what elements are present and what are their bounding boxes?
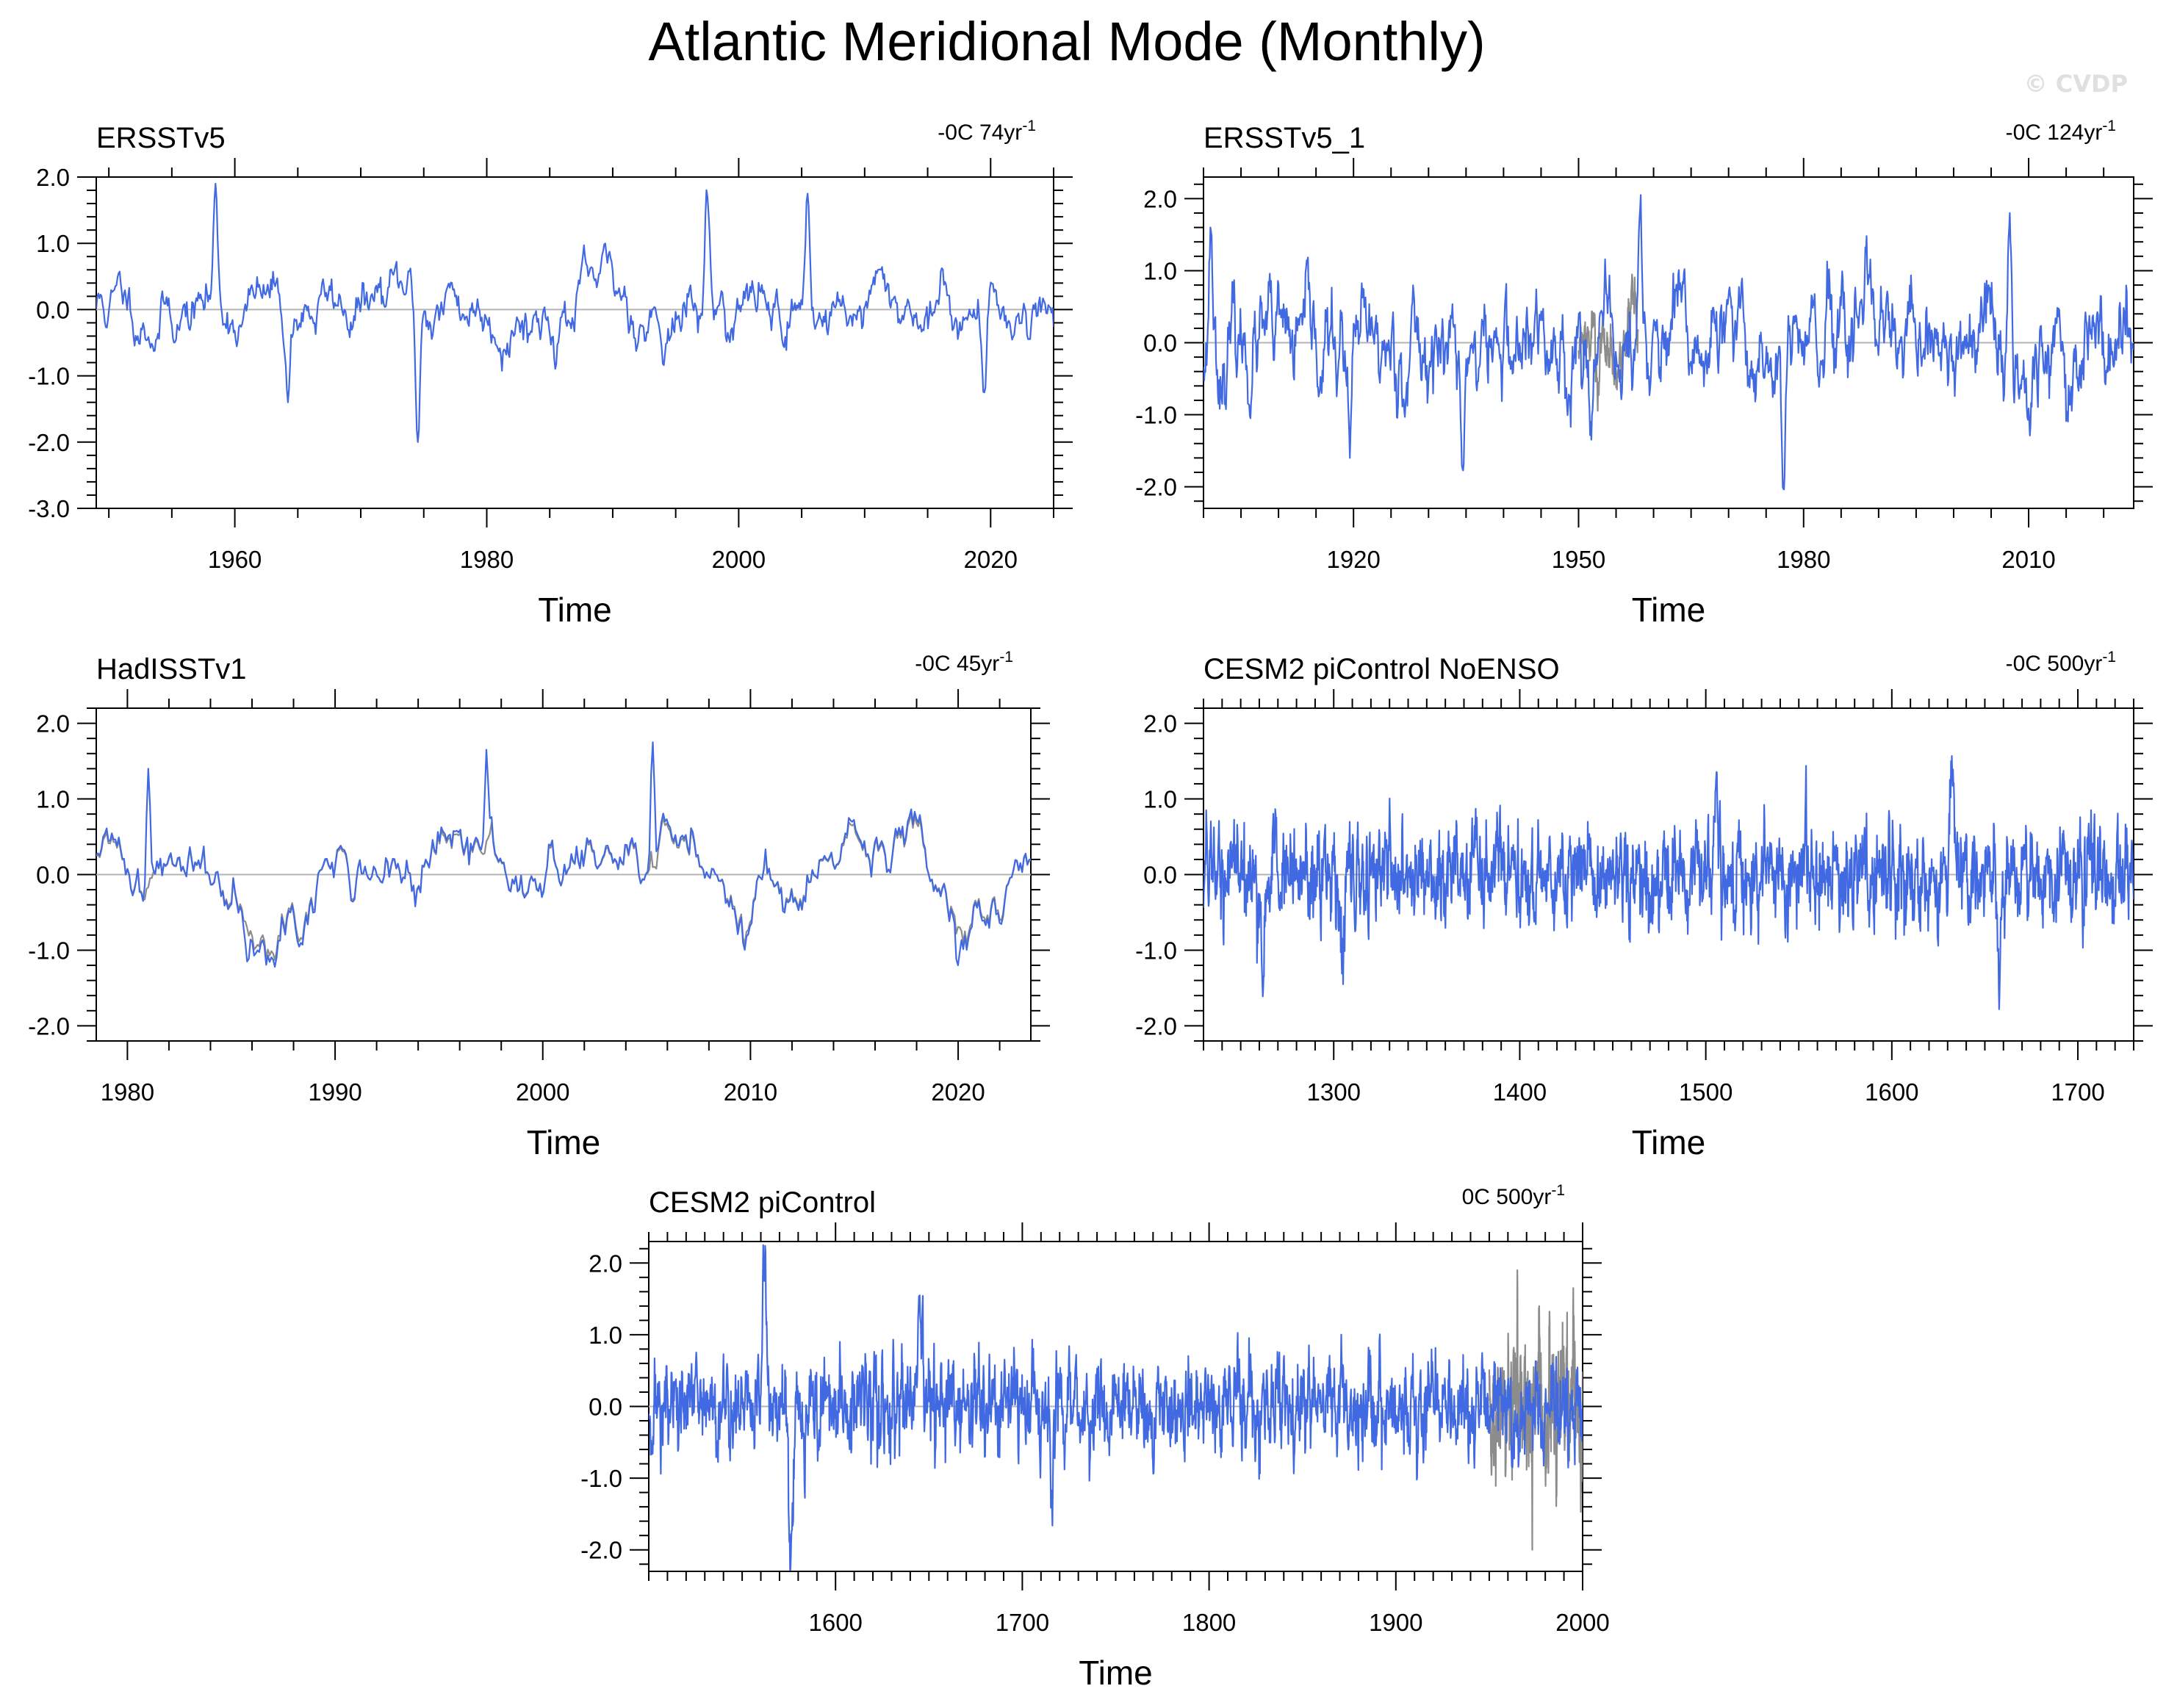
x-tick-label: 1980: [1777, 546, 1830, 573]
y-tick-label: 2.0: [36, 164, 70, 191]
panel-3: -2.0 -1.0 0.0 1.0 2.0 1980 1990 2000 2010 2020 Had…: [28, 649, 1050, 1161]
trend-label: -0C 500yr-1: [2006, 649, 2116, 676]
trend-label: 0C 500yr-1: [1462, 1182, 1565, 1209]
y-tick-label: 2.0: [589, 1250, 622, 1277]
x-tick-label: 1920: [1326, 546, 1380, 573]
x-tick-label: 2010: [2001, 546, 2055, 573]
panel-2: -2.0 -1.0 0.0 1.0 2.0 1920 1950 1980 2010 ERSSTv5…: [1135, 118, 2153, 629]
series-line-cesm2-picontrol: [649, 1244, 1583, 1571]
panel-5: -2.0 -1.0 0.0 1.0 2.0 1600 1700 1800 1900 2000 CES…: [580, 1182, 1610, 1692]
x-tick-label: 2000: [516, 1078, 569, 1106]
x-tick-label: 1800: [1182, 1609, 1236, 1636]
y-tick-label: 1.0: [36, 230, 70, 257]
trend-label: -0C 124yr-1: [2006, 118, 2116, 145]
y-tick-label: 0.0: [36, 862, 70, 889]
x-tick-label: 1600: [808, 1609, 862, 1636]
series-line-comparison: [1577, 273, 1639, 412]
y-tick-label: 2.0: [1143, 710, 1177, 738]
x-axis-title: Time: [527, 1123, 601, 1161]
x-tick-label: 1960: [208, 546, 262, 573]
series-line-cesm2-picontrol-noenso: [1203, 755, 2134, 1010]
series-line-comparison: [96, 813, 1031, 961]
x-tick-label: 1950: [1552, 546, 1605, 573]
y-tick-label: 1.0: [1143, 257, 1177, 284]
series-line-ersstv5: [96, 182, 1054, 443]
trend-label: -0C 45yr-1: [915, 649, 1013, 676]
y-tick-label: -2.0: [28, 429, 70, 456]
y-tick-label: 1.0: [589, 1322, 622, 1349]
y-tick-label: 2.0: [1143, 185, 1177, 212]
panel-1: -3.0 -2.0 -1.0 0.0 1.0 2.0 1960 1980 2000 2020 ERS…: [28, 118, 1073, 629]
x-tick-label: 1600: [1865, 1078, 1918, 1106]
y-tick-label: 0.0: [1143, 330, 1177, 357]
y-tick-label: -1.0: [28, 937, 70, 964]
y-tick-label: -2.0: [28, 1012, 70, 1039]
x-tick-label: 1300: [1307, 1078, 1361, 1106]
panel-title: CESM2 piControl NoENSO: [1203, 653, 1560, 685]
figure-title: Atlantic Meridional Mode (Monthly): [648, 11, 1485, 72]
y-tick-label: -1.0: [1135, 937, 1177, 964]
x-tick-label: 2000: [712, 546, 766, 573]
x-axis-title: Time: [1632, 1123, 1706, 1161]
panels: -3.0 -2.0 -1.0 0.0 1.0 2.0 1960 1980 2000 2020 ERS…: [28, 118, 2153, 1692]
x-tick-label: 1990: [308, 1078, 361, 1106]
x-tick-label: 1500: [1679, 1078, 1733, 1106]
cvdp-watermark: © CVDP: [2024, 70, 2128, 98]
y-tick-label: 0.0: [36, 296, 70, 323]
x-axis-title: Time: [538, 591, 612, 629]
y-tick-label: -1.0: [28, 363, 70, 390]
x-tick-label: 2020: [964, 546, 1018, 573]
y-tick-label: -2.0: [1135, 474, 1177, 501]
series-line-ersstv5-1: [1203, 194, 2134, 491]
panel-4: -2.0 -1.0 0.0 1.0 2.0 1300 1400 1500 1600 1700 CES…: [1135, 649, 2153, 1161]
x-tick-label: 1700: [996, 1609, 1049, 1636]
series-line-hadisstv1: [96, 741, 1031, 968]
panel-title: ERSSTv5: [96, 122, 226, 154]
panel-title: CESM2 piControl: [649, 1186, 876, 1219]
y-tick-label: -1.0: [580, 1465, 622, 1492]
x-tick-label: 1700: [2051, 1078, 2104, 1106]
y-tick-label: 0.0: [589, 1394, 622, 1421]
x-axis-title: Time: [1632, 591, 1706, 629]
y-tick-label: -2.0: [580, 1537, 622, 1564]
trend-label: -0C 74yr-1: [938, 118, 1036, 145]
y-tick-label: 1.0: [1143, 786, 1177, 813]
x-tick-label: 1980: [101, 1078, 154, 1106]
x-tick-label: 1400: [1493, 1078, 1547, 1106]
x-axis-title: Time: [1079, 1654, 1153, 1692]
x-tick-label: 2020: [931, 1078, 985, 1106]
x-tick-label: 2010: [724, 1078, 777, 1106]
x-tick-label: 2000: [1555, 1609, 1609, 1636]
y-tick-label: -1.0: [1135, 402, 1177, 429]
y-tick-label: 2.0: [36, 710, 70, 738]
x-tick-label: 1980: [460, 546, 514, 573]
x-tick-label: 1900: [1369, 1609, 1422, 1636]
y-tick-label: -3.0: [28, 495, 70, 522]
y-tick-label: -2.0: [1135, 1012, 1177, 1039]
y-tick-label: 0.0: [1143, 862, 1177, 889]
panel-title: ERSSTv5_1: [1203, 122, 1365, 154]
panel-title: HadISSTv1: [96, 653, 247, 685]
y-tick-label: 1.0: [36, 786, 70, 813]
plot-frame: [96, 176, 1054, 509]
